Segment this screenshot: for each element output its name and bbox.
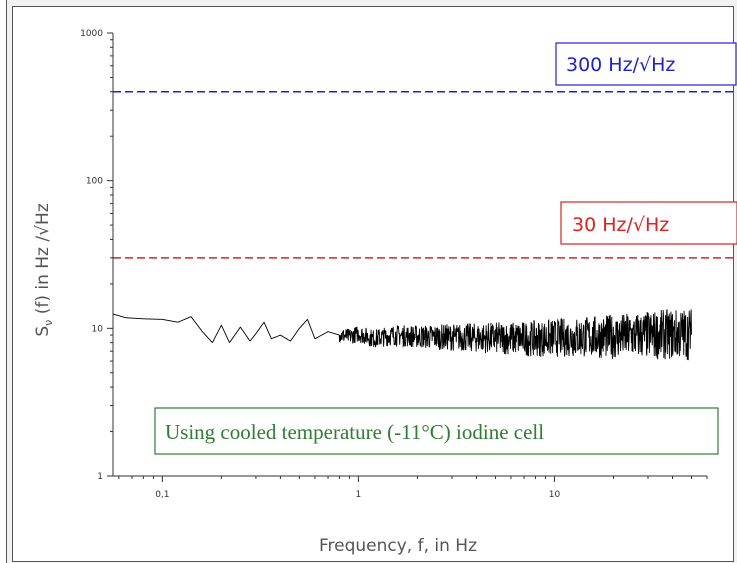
y-tick-label: 1000 <box>80 29 103 39</box>
figure-frame <box>12 6 734 562</box>
y-tick-label: 1 <box>97 472 103 482</box>
axes <box>112 33 707 477</box>
reference-label-300: 300 Hz/√Hz <box>555 42 737 86</box>
reference-label-30-box <box>560 201 737 245</box>
y-axis-title-main: S <box>33 326 53 337</box>
x-tick-label: 10 <box>549 490 561 500</box>
y-axis-title-rest: (f) in Hz /√Hz <box>33 203 53 319</box>
x-tick-label: 0,1 <box>155 490 169 500</box>
y-tick-label: 10 <box>92 324 104 334</box>
annotation-box <box>154 407 719 455</box>
left-panel-edge <box>0 0 7 563</box>
x-axis-title: Frequency, f, in Hz <box>319 536 477 556</box>
series-layer <box>112 309 692 361</box>
x-tick-label: 1 <box>356 490 362 500</box>
reference-label-300-text: 300 Hz/√Hz <box>566 54 675 76</box>
series-line-0 <box>112 309 692 361</box>
reference-label-30: 30 Hz/√Hz <box>560 201 737 245</box>
annotation-text: Using cooled temperature (-11°C) iodine … <box>165 420 544 444</box>
y-axis-title: Sν (f) in Hz /√Hz <box>33 203 55 336</box>
reference-label-30-text: 30 Hz/√Hz <box>572 214 669 236</box>
y-tick-label: 100 <box>86 177 103 187</box>
reference-label-300-box <box>555 42 737 86</box>
reference-lines <box>113 91 737 259</box>
annotation: Using cooled temperature (-11°C) iodine … <box>154 407 719 455</box>
ticks: 1 10 100 1000 0,1 1 10 <box>80 29 708 500</box>
y-axis-title-subscript: ν <box>42 320 55 326</box>
